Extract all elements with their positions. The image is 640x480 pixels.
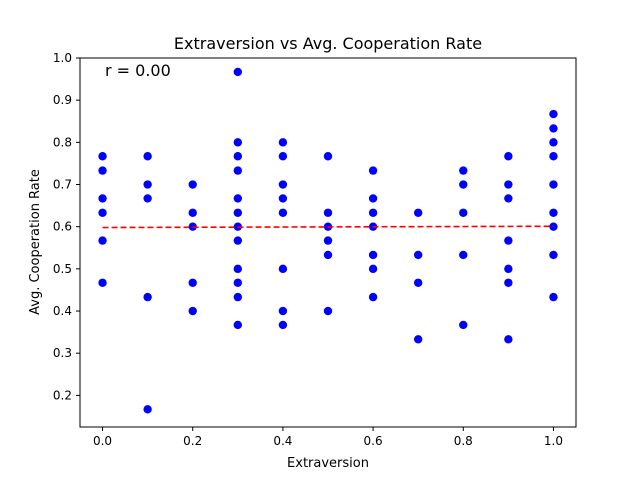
x-tick-label: 0.2: [183, 434, 202, 448]
data-point: [504, 152, 513, 161]
data-point: [413, 208, 423, 217]
correlation-annotation: r = 0.00: [105, 61, 171, 80]
y-tick-label: 0.8: [53, 135, 72, 149]
y-tick-label: 0.6: [53, 220, 72, 234]
data-point: [504, 180, 513, 189]
y-tick-label: 0.7: [53, 178, 72, 192]
data-point: [278, 194, 288, 203]
data-point: [233, 194, 243, 203]
data-point: [278, 138, 288, 147]
data-point: [233, 292, 243, 302]
data-point: [413, 278, 423, 287]
data-point: [459, 250, 468, 260]
x-tick-label: 0.6: [364, 434, 383, 448]
data-point: [504, 278, 513, 287]
y-tick-label: 0.4: [53, 304, 72, 318]
data-point: [233, 320, 243, 330]
trend-line: [102, 225, 554, 229]
data-point: [368, 292, 378, 302]
data-point: [188, 208, 197, 217]
data-point: [549, 208, 558, 217]
data-point: [278, 320, 288, 330]
data-point: [143, 405, 152, 414]
axes-frame: [79, 57, 577, 428]
data-point: [233, 152, 243, 161]
data-point: [459, 166, 468, 175]
x-axis-label: Extraversion: [287, 456, 369, 471]
data-point: [504, 335, 513, 344]
data-point: [98, 152, 107, 161]
data-point: [368, 264, 378, 274]
data-point: [368, 166, 378, 175]
data-point: [549, 138, 558, 147]
data-point: [278, 208, 288, 217]
y-tick-label: 0.2: [53, 388, 72, 402]
y-tick-label: 0.5: [53, 262, 72, 276]
data-point: [233, 236, 243, 245]
data-point: [368, 208, 378, 217]
x-tick-label: 0.0: [93, 434, 112, 448]
data-point: [413, 250, 423, 260]
data-point: [549, 180, 558, 189]
data-point: [368, 250, 378, 260]
data-point: [278, 180, 288, 189]
x-axis: 0.0 0.2 0.4 0.6 0.8 1.0: [93, 427, 563, 448]
data-point: [98, 194, 107, 203]
data-point: [143, 152, 152, 161]
data-point: [504, 236, 513, 245]
data-point: [188, 278, 197, 287]
y-tick-label: 1.0: [53, 51, 72, 65]
x-tick-label: 1.0: [544, 434, 563, 448]
data-point: [233, 208, 243, 217]
data-point: [549, 152, 558, 161]
data-point: [459, 320, 468, 330]
y-axis-label: Avg. Cooperation Rate: [28, 169, 43, 315]
data-point: [233, 166, 243, 175]
x-tick-label: 0.8: [454, 434, 473, 448]
data-point: [98, 166, 107, 175]
y-tick-label: 0.3: [53, 346, 72, 360]
data-point: [504, 194, 513, 203]
data-point: [233, 138, 243, 147]
data-point: [368, 194, 378, 203]
data-point: [323, 250, 333, 260]
data-point: [278, 306, 288, 316]
data-point: [233, 67, 243, 77]
data-point: [278, 152, 288, 161]
data-point: [278, 264, 288, 274]
data-point: [233, 278, 243, 287]
data-point: [98, 278, 107, 287]
chart-title: Extraversion vs Avg. Cooperation Rate: [174, 34, 482, 53]
plot-area: [98, 67, 558, 414]
data-point: [98, 236, 107, 245]
data-point: [549, 124, 558, 133]
data-point: [143, 194, 152, 203]
data-point: [98, 208, 107, 217]
data-point: [549, 109, 558, 119]
data-point: [413, 335, 423, 344]
data-point: [323, 236, 333, 245]
y-axis: 0.2 0.3 0.4 0.5 0.6 0.7 0.8 0.9 1.0: [53, 51, 80, 402]
data-point: [188, 306, 197, 316]
data-point: [323, 152, 333, 161]
y-tick-label: 0.9: [53, 93, 72, 107]
data-point: [143, 292, 152, 302]
data-point: [323, 306, 333, 316]
data-point: [549, 292, 558, 302]
data-point: [549, 250, 558, 260]
data-point: [459, 208, 468, 217]
data-point: [188, 180, 197, 189]
data-point: [459, 180, 468, 189]
data-point: [323, 208, 333, 217]
data-point: [504, 264, 513, 274]
data-point: [233, 264, 243, 274]
x-tick-label: 0.4: [273, 434, 292, 448]
data-point: [143, 180, 152, 189]
